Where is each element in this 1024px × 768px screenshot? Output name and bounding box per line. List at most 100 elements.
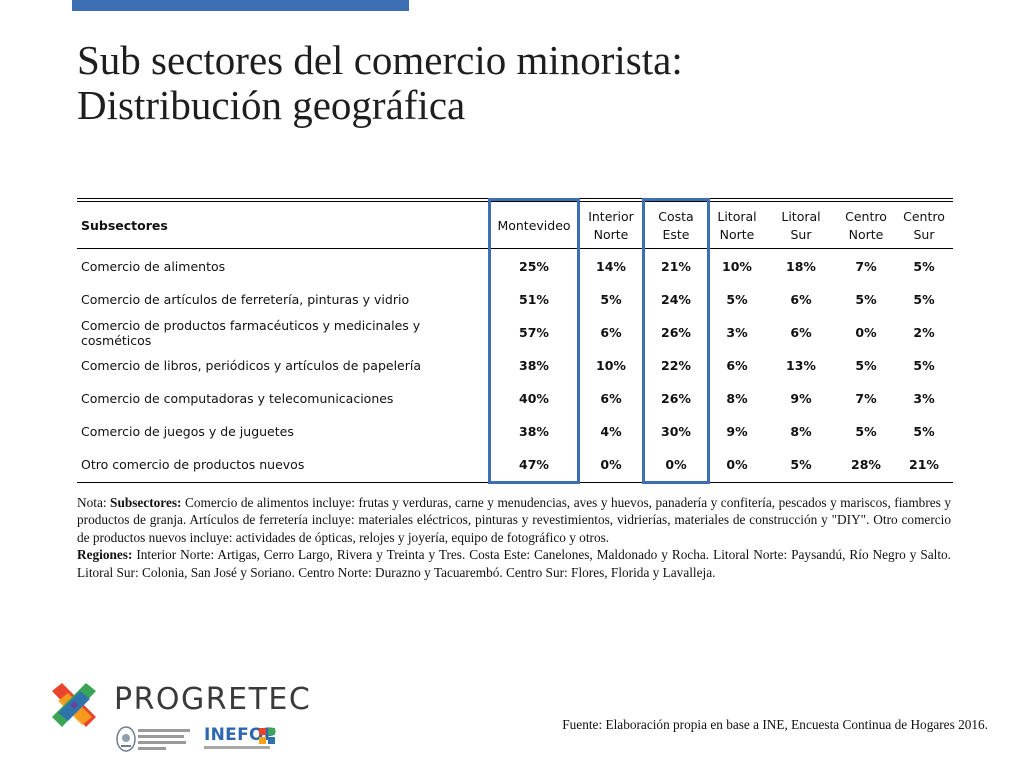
cell-litoral-norte: 8%	[726, 391, 748, 406]
cell-interior-norte: 6%	[600, 391, 622, 406]
note-prefix: Nota:	[77, 495, 111, 510]
cell-centro-sur: 5%	[913, 259, 935, 274]
cell-costa-este: 24%	[661, 292, 691, 307]
cell-costa-este: 0%	[665, 457, 687, 472]
cell-centro-sur: 5%	[913, 424, 935, 439]
table-row: Otro comercio de productos nuevos 47% 0%…	[77, 448, 953, 481]
cell-litoral-norte: 3%	[726, 325, 748, 340]
cell-montevideo: 40%	[519, 391, 549, 406]
cell-costa-este: 26%	[661, 391, 691, 406]
top-accent-bar	[72, 0, 409, 11]
header-interior-norte-label: Interior Norte	[588, 209, 634, 242]
source-note: Fuente: Elaboración propia en base a INE…	[562, 717, 988, 732]
cell-montevideo: 47%	[519, 457, 549, 472]
header-montevideo-label: Montevideo	[497, 218, 571, 233]
cell-litoral-sur: 6%	[790, 325, 812, 340]
header-litoral-sur-label: Litoral Sur	[781, 209, 821, 242]
row-label: Comercio de libros, periódicos y artícul…	[81, 358, 422, 373]
cell-litoral-norte: 10%	[722, 259, 752, 274]
note-subsectores-text: Comercio de alimentos incluye: frutas y …	[77, 495, 951, 545]
cell-montevideo: 25%	[519, 259, 549, 274]
inefop-tagline	[204, 746, 270, 749]
table-top-rule-double	[77, 201, 953, 202]
cell-centro-norte: 28%	[851, 457, 881, 472]
table-note: Nota: Subsectores: Comercio de alimentos…	[77, 494, 951, 581]
cell-litoral-sur: 9%	[790, 391, 812, 406]
header-costa-este-label: Costa Este	[658, 209, 694, 242]
cell-costa-este: 30%	[661, 424, 691, 439]
cell-interior-norte: 5%	[600, 292, 622, 307]
cell-montevideo: 51%	[519, 292, 549, 307]
montevideo-highlight-box	[488, 198, 580, 484]
row-label: Comercio de computadoras y telecomunicac…	[81, 391, 394, 406]
note-regiones-text: Interior Norte: Artigas, Cerro Largo, Ri…	[77, 547, 951, 580]
cell-litoral-norte: 9%	[726, 424, 748, 439]
header-centro-norte-label: Centro Norte	[845, 209, 887, 242]
table-row: Comercio de artículos de ferretería, pin…	[77, 283, 953, 316]
camara-nacional-emblem-icon	[116, 726, 136, 752]
cell-interior-norte: 10%	[596, 358, 626, 373]
header-centro-sur: Centro Sur	[895, 206, 953, 246]
header-interior-norte: Interior Norte	[579, 206, 643, 246]
title-line-2: Distribución geográfica	[77, 82, 466, 128]
cell-montevideo: 57%	[519, 325, 549, 340]
header-costa-este: Costa Este	[643, 206, 709, 246]
cell-centro-sur: 21%	[909, 457, 939, 472]
header-montevideo: Montevideo	[489, 206, 579, 246]
header-litoral-sur: Litoral Sur	[765, 206, 837, 246]
cell-centro-norte: 5%	[855, 424, 877, 439]
note-regiones-label: Regiones:	[77, 547, 133, 563]
header-litoral-norte: Litoral Norte	[709, 206, 765, 246]
cell-centro-norte: 5%	[855, 292, 877, 307]
cell-litoral-norte: 5%	[726, 292, 748, 307]
cell-costa-este: 21%	[661, 259, 691, 274]
cell-interior-norte: 14%	[596, 259, 626, 274]
row-label: Comercio de alimentos	[81, 259, 226, 274]
cell-centro-sur: 2%	[913, 325, 935, 340]
costa-este-highlight-box	[642, 198, 710, 484]
note-subsectores-label: Subsectores:	[110, 495, 182, 510]
cell-litoral-sur: 6%	[790, 292, 812, 307]
camara-nacional-logo-text	[138, 727, 198, 753]
inefop-logo-icon	[259, 728, 275, 744]
cell-litoral-norte: 6%	[726, 358, 748, 373]
cell-interior-norte: 6%	[600, 325, 622, 340]
header-centro-norte: Centro Norte	[837, 206, 895, 246]
cell-centro-norte: 0%	[855, 325, 877, 340]
cell-litoral-sur: 13%	[786, 358, 816, 373]
cell-litoral-norte: 0%	[726, 457, 748, 472]
header-litoral-norte-label: Litoral Norte	[717, 209, 757, 242]
cell-interior-norte: 4%	[600, 424, 622, 439]
title-line-1: Sub sectores del comercio minorista:	[77, 37, 683, 83]
cell-costa-este: 26%	[661, 325, 691, 340]
table-row: Comercio de computadoras y telecomunicac…	[77, 382, 953, 415]
slide-title: Sub sectores del comercio minorista: Dis…	[77, 38, 977, 128]
cell-montevideo: 38%	[519, 358, 549, 373]
cell-centro-sur: 3%	[913, 391, 935, 406]
cell-interior-norte: 0%	[600, 457, 622, 472]
header-centro-sur-label: Centro Sur	[903, 209, 945, 242]
cell-litoral-sur: 18%	[786, 259, 816, 274]
cell-centro-norte: 5%	[855, 358, 877, 373]
progretec-logo-icon	[52, 683, 96, 727]
row-label: Comercio de artículos de ferretería, pin…	[81, 292, 410, 307]
table-header-rule	[77, 248, 953, 249]
table-row: Comercio de alimentos 25% 14% 21% 10% 18…	[77, 250, 953, 283]
distribution-table: Subsectores Montevideo Interior Norte Cos…	[77, 198, 953, 484]
cell-centro-sur: 5%	[913, 358, 935, 373]
header-subsectores: Subsectores	[81, 218, 168, 233]
cell-costa-este: 22%	[661, 358, 691, 373]
inefop-wordmark: INEFOP	[204, 725, 277, 745]
row-label: Comercio de juegos y de juguetes	[81, 424, 294, 439]
row-label: Otro comercio de productos nuevos	[81, 457, 305, 472]
cell-litoral-sur: 8%	[790, 424, 812, 439]
cell-centro-norte: 7%	[855, 259, 877, 274]
table-row: Comercio de libros, periódicos y artícul…	[77, 349, 953, 382]
cell-centro-sur: 5%	[913, 292, 935, 307]
cell-centro-norte: 7%	[855, 391, 877, 406]
table-row: Comercio de juegos y de juguetes 38% 4% …	[77, 415, 953, 448]
cell-litoral-sur: 5%	[790, 457, 812, 472]
cell-montevideo: 38%	[519, 424, 549, 439]
row-label: Comercio de productos farmacéuticos y me…	[81, 317, 421, 348]
table-row: Comercio de productos farmacéuticos y me…	[77, 316, 953, 349]
